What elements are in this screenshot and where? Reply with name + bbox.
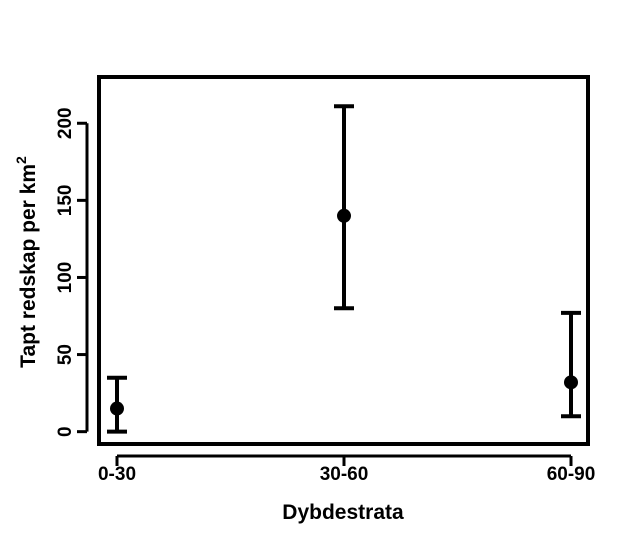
- y-axis-title-main: Tapt redskap per km: [17, 164, 40, 368]
- y-tick-label: 100: [55, 262, 76, 294]
- plot-frame: [97, 75, 590, 446]
- data-point-group: [334, 104, 354, 311]
- data-point: [110, 401, 124, 416]
- y-axis-title: Tapt redskap per km2: [13, 156, 40, 368]
- y-axis: 0 50 100 150 200: [55, 107, 89, 437]
- x-axis-title: Dybdestrata: [282, 501, 404, 524]
- data-point-group: [561, 310, 581, 419]
- x-tick-label: 30-60: [320, 464, 369, 485]
- x-tick-label: 0-30: [98, 464, 136, 485]
- y-tick-label: 50: [55, 344, 76, 365]
- data-point: [337, 208, 351, 223]
- data-point: [564, 375, 578, 390]
- y-tick-label: 150: [55, 185, 76, 217]
- y-tick-label: 200: [55, 107, 76, 139]
- x-tick-label: 60-90: [547, 464, 596, 485]
- y-tick-label: 0: [55, 426, 76, 437]
- data-point-group: [107, 375, 127, 434]
- x-axis: 0-30 30-60 60-90: [98, 454, 596, 485]
- data-marks: [107, 104, 581, 434]
- y-axis-title-superscript: 2: [13, 156, 29, 164]
